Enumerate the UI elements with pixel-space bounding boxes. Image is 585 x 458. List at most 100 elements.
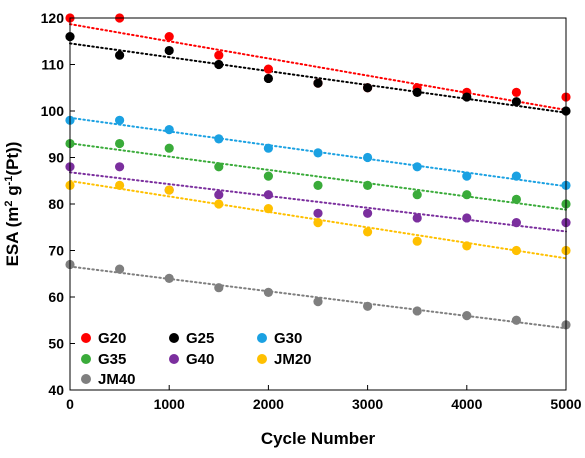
point-jm20	[115, 180, 125, 190]
point-g25	[412, 87, 422, 97]
point-g35	[164, 143, 174, 153]
legend-marker-g35	[81, 354, 91, 364]
point-jm20	[363, 227, 373, 237]
point-g30	[313, 148, 323, 158]
trendline-g40	[69, 171, 567, 233]
point-g25	[164, 45, 174, 56]
point-jm20	[313, 218, 323, 228]
legend: G20 G25 G30 G35 G40 JM20 JM40	[81, 330, 312, 388]
point-g35	[313, 180, 323, 190]
point-g25	[263, 73, 273, 84]
x-tick-label: 4000	[451, 396, 482, 412]
point-jm40	[363, 301, 373, 311]
point-g40	[313, 208, 323, 218]
legend-label-g20: G20	[98, 330, 126, 347]
point-g20	[164, 31, 174, 42]
y-tick-label: 120	[41, 10, 65, 26]
point-g35	[511, 194, 521, 204]
point-jm20	[511, 245, 521, 256]
legend-label-g30: G30	[274, 330, 302, 347]
point-jm40	[263, 287, 273, 297]
point-g30	[462, 171, 472, 181]
x-tick-label: 3000	[352, 396, 383, 412]
trendline-g25	[69, 42, 567, 114]
trendline-jm20	[69, 179, 567, 260]
point-jm40	[313, 297, 323, 307]
legend-marker-g30	[257, 333, 267, 343]
point-jm20	[412, 236, 422, 246]
point-g25	[363, 83, 373, 93]
point-jm20	[462, 241, 472, 251]
point-g40	[412, 213, 422, 223]
point-g35	[363, 180, 373, 190]
y-tick-label: 40	[48, 382, 64, 398]
y-tick-labels: 40 50 60 70 80 90 100 110 120	[41, 10, 65, 398]
point-g40	[363, 208, 373, 218]
y-tick-label: 50	[48, 336, 64, 352]
point-g25	[511, 97, 521, 107]
y-tick-label: 90	[48, 150, 64, 166]
y-tick-label: 60	[48, 289, 64, 305]
point-g35	[115, 138, 125, 149]
axes	[69, 17, 567, 391]
x-tick-label: 0	[66, 396, 74, 412]
point-jm40	[412, 306, 422, 316]
trendline-g35	[69, 142, 567, 211]
y-tick-label: 70	[48, 243, 64, 259]
legend-label-g40: G40	[186, 351, 214, 368]
point-g30	[214, 134, 224, 144]
point-jm20	[214, 199, 224, 209]
point-jm40	[164, 273, 174, 283]
point-jm40	[462, 311, 472, 321]
plot-frame	[69, 17, 567, 391]
point-jm40	[115, 264, 125, 274]
point-g35	[462, 190, 472, 200]
legend-marker-g25	[169, 333, 179, 343]
trendline-g30	[69, 116, 567, 188]
point-g40	[511, 218, 521, 228]
point-g30	[363, 152, 373, 163]
y-axis-label: ESA (m2 g-1(Pt))	[3, 142, 22, 267]
point-g35	[214, 162, 224, 172]
x-tick-label: 2000	[253, 396, 284, 412]
x-tick-labels: 0 1000 2000 3000 4000 5000	[66, 396, 582, 412]
point-g20	[263, 64, 273, 74]
point-g40	[263, 190, 273, 200]
legend-label-jm20: JM20	[274, 351, 312, 368]
point-g30	[263, 143, 273, 153]
legend-label-g35: G35	[98, 351, 126, 368]
point-g20	[511, 87, 521, 97]
x-axis-label: Cycle Number	[261, 429, 376, 448]
point-jm20	[263, 204, 273, 214]
trendlines	[69, 23, 567, 330]
point-g40	[462, 213, 472, 223]
point-g30	[115, 115, 125, 125]
y-tick-label: 100	[41, 103, 65, 119]
point-g30	[412, 162, 422, 172]
legend-marker-jm40	[81, 374, 91, 384]
legend-label-jm40: JM40	[98, 371, 136, 388]
legend-marker-jm20	[257, 354, 267, 364]
point-g25	[462, 92, 472, 102]
point-g35	[263, 171, 273, 181]
x-tick-label: 1000	[154, 396, 185, 412]
legend-marker-g20	[81, 333, 91, 343]
point-g40	[214, 190, 224, 200]
point-g20	[214, 50, 224, 60]
y-tick-label: 110	[41, 57, 64, 73]
point-g35	[412, 190, 422, 200]
point-g30	[511, 171, 521, 181]
y-tick-label: 80	[48, 196, 64, 212]
trendline-g20	[69, 23, 567, 111]
x-tick-label: 5000	[550, 396, 581, 412]
data-points	[65, 13, 571, 330]
point-jm40	[214, 283, 224, 293]
legend-marker-g40	[169, 354, 179, 364]
point-g25	[115, 50, 125, 60]
point-g30	[164, 125, 174, 135]
point-jm40	[511, 315, 521, 325]
point-g25	[214, 59, 224, 70]
legend-label-g25: G25	[186, 330, 214, 347]
point-g40	[115, 162, 125, 172]
